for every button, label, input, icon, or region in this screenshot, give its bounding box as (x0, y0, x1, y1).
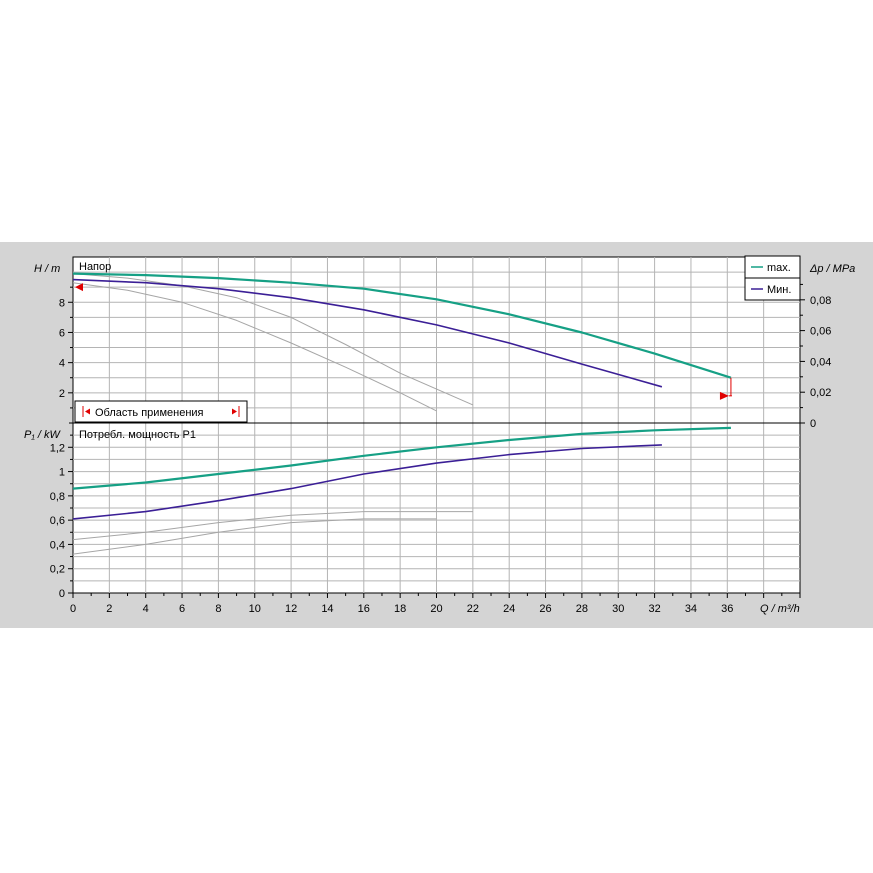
pressure-axis-label: Δp / MPa (809, 263, 855, 275)
x-tick-label: 0 (70, 603, 76, 615)
y2-tick-label: 0 (810, 418, 816, 430)
y-tick-label: 0,8 (50, 491, 65, 503)
power-panel-title: Потребл. мощность P1 (79, 429, 196, 441)
head-curve-min (72, 278, 663, 388)
y-tick-label: 2 (59, 388, 65, 400)
x-tick-label: 2 (106, 603, 112, 615)
y-tick-label: 1,2 (50, 442, 65, 454)
x-tick-label: 18 (394, 603, 406, 615)
power-curve-max (72, 426, 731, 490)
x-tick-label: 34 (685, 603, 697, 615)
y2-tick-label: 0,02 (810, 387, 831, 399)
x-axis-label: Q / m³/h (760, 603, 800, 615)
y2-tick-label: 0,04 (810, 356, 831, 368)
x-tick-label: 8 (215, 603, 221, 615)
pump-curve-chart: 0 2 4 6 8 10 12 14 16 18 20 22 24 26 28 30 32 34 36 Q / m³/… (24, 255, 855, 615)
x-tick-label: 26 (539, 603, 551, 615)
x-tick-label: 32 (648, 603, 660, 615)
y2-tick-label: 0,06 (810, 326, 831, 338)
x-tick-label: 24 (503, 603, 515, 615)
x-tick-label: 12 (285, 603, 297, 615)
head-curve-max (72, 272, 732, 379)
range-label: Область применения (95, 407, 204, 419)
x-tick-label: 4 (143, 603, 149, 615)
y-tick-label: 1 (59, 467, 65, 479)
x-tick-label: 28 (576, 603, 588, 615)
right-limit-marker (719, 391, 729, 400)
y-tick-label: 4 (59, 358, 65, 370)
x-tick-label: 36 (721, 603, 733, 615)
x-tick-label: 30 (612, 603, 624, 615)
legend-label-max: max. (767, 262, 791, 274)
x-tick-label: 14 (321, 603, 333, 615)
head-curve-reference (72, 273, 474, 406)
y-tick-label: 0,2 (50, 564, 65, 576)
x-tick-label: 10 (249, 603, 261, 615)
power-curve-reference (72, 518, 437, 555)
pump-curve-panel: 0 2 4 6 8 10 12 14 16 18 20 22 24 26 28 30 32 34 36 Q / m³/… (0, 242, 873, 628)
y-tick-label: 0 (59, 588, 65, 600)
range-arrow-right (232, 408, 237, 415)
y-tick-label: 0,4 (50, 539, 65, 551)
x-tick-label: 20 (430, 603, 442, 615)
left-limit-marker (75, 283, 83, 292)
legend-label-min: Мин. (767, 284, 791, 296)
power-curve-reference (72, 511, 473, 541)
head-axis-label: H / m (34, 263, 60, 275)
x-tick-label: 6 (179, 603, 185, 615)
y-tick-label: 0,6 (50, 515, 65, 527)
x-tick-label: 16 (358, 603, 370, 615)
range-box (74, 400, 248, 423)
y2-tick-label: 0,08 (810, 295, 831, 307)
legend-box-min (744, 277, 801, 301)
range-arrow-left (85, 408, 90, 415)
y-tick-label: 6 (59, 327, 65, 339)
power-axis-label: P₁ / kW (24, 429, 61, 441)
x-tick-label: 22 (467, 603, 479, 615)
head-curve-reference (72, 282, 437, 412)
head-panel-title: Напор (79, 261, 111, 273)
y-tick-label: 8 (59, 297, 65, 309)
power-curve-min (72, 444, 662, 520)
